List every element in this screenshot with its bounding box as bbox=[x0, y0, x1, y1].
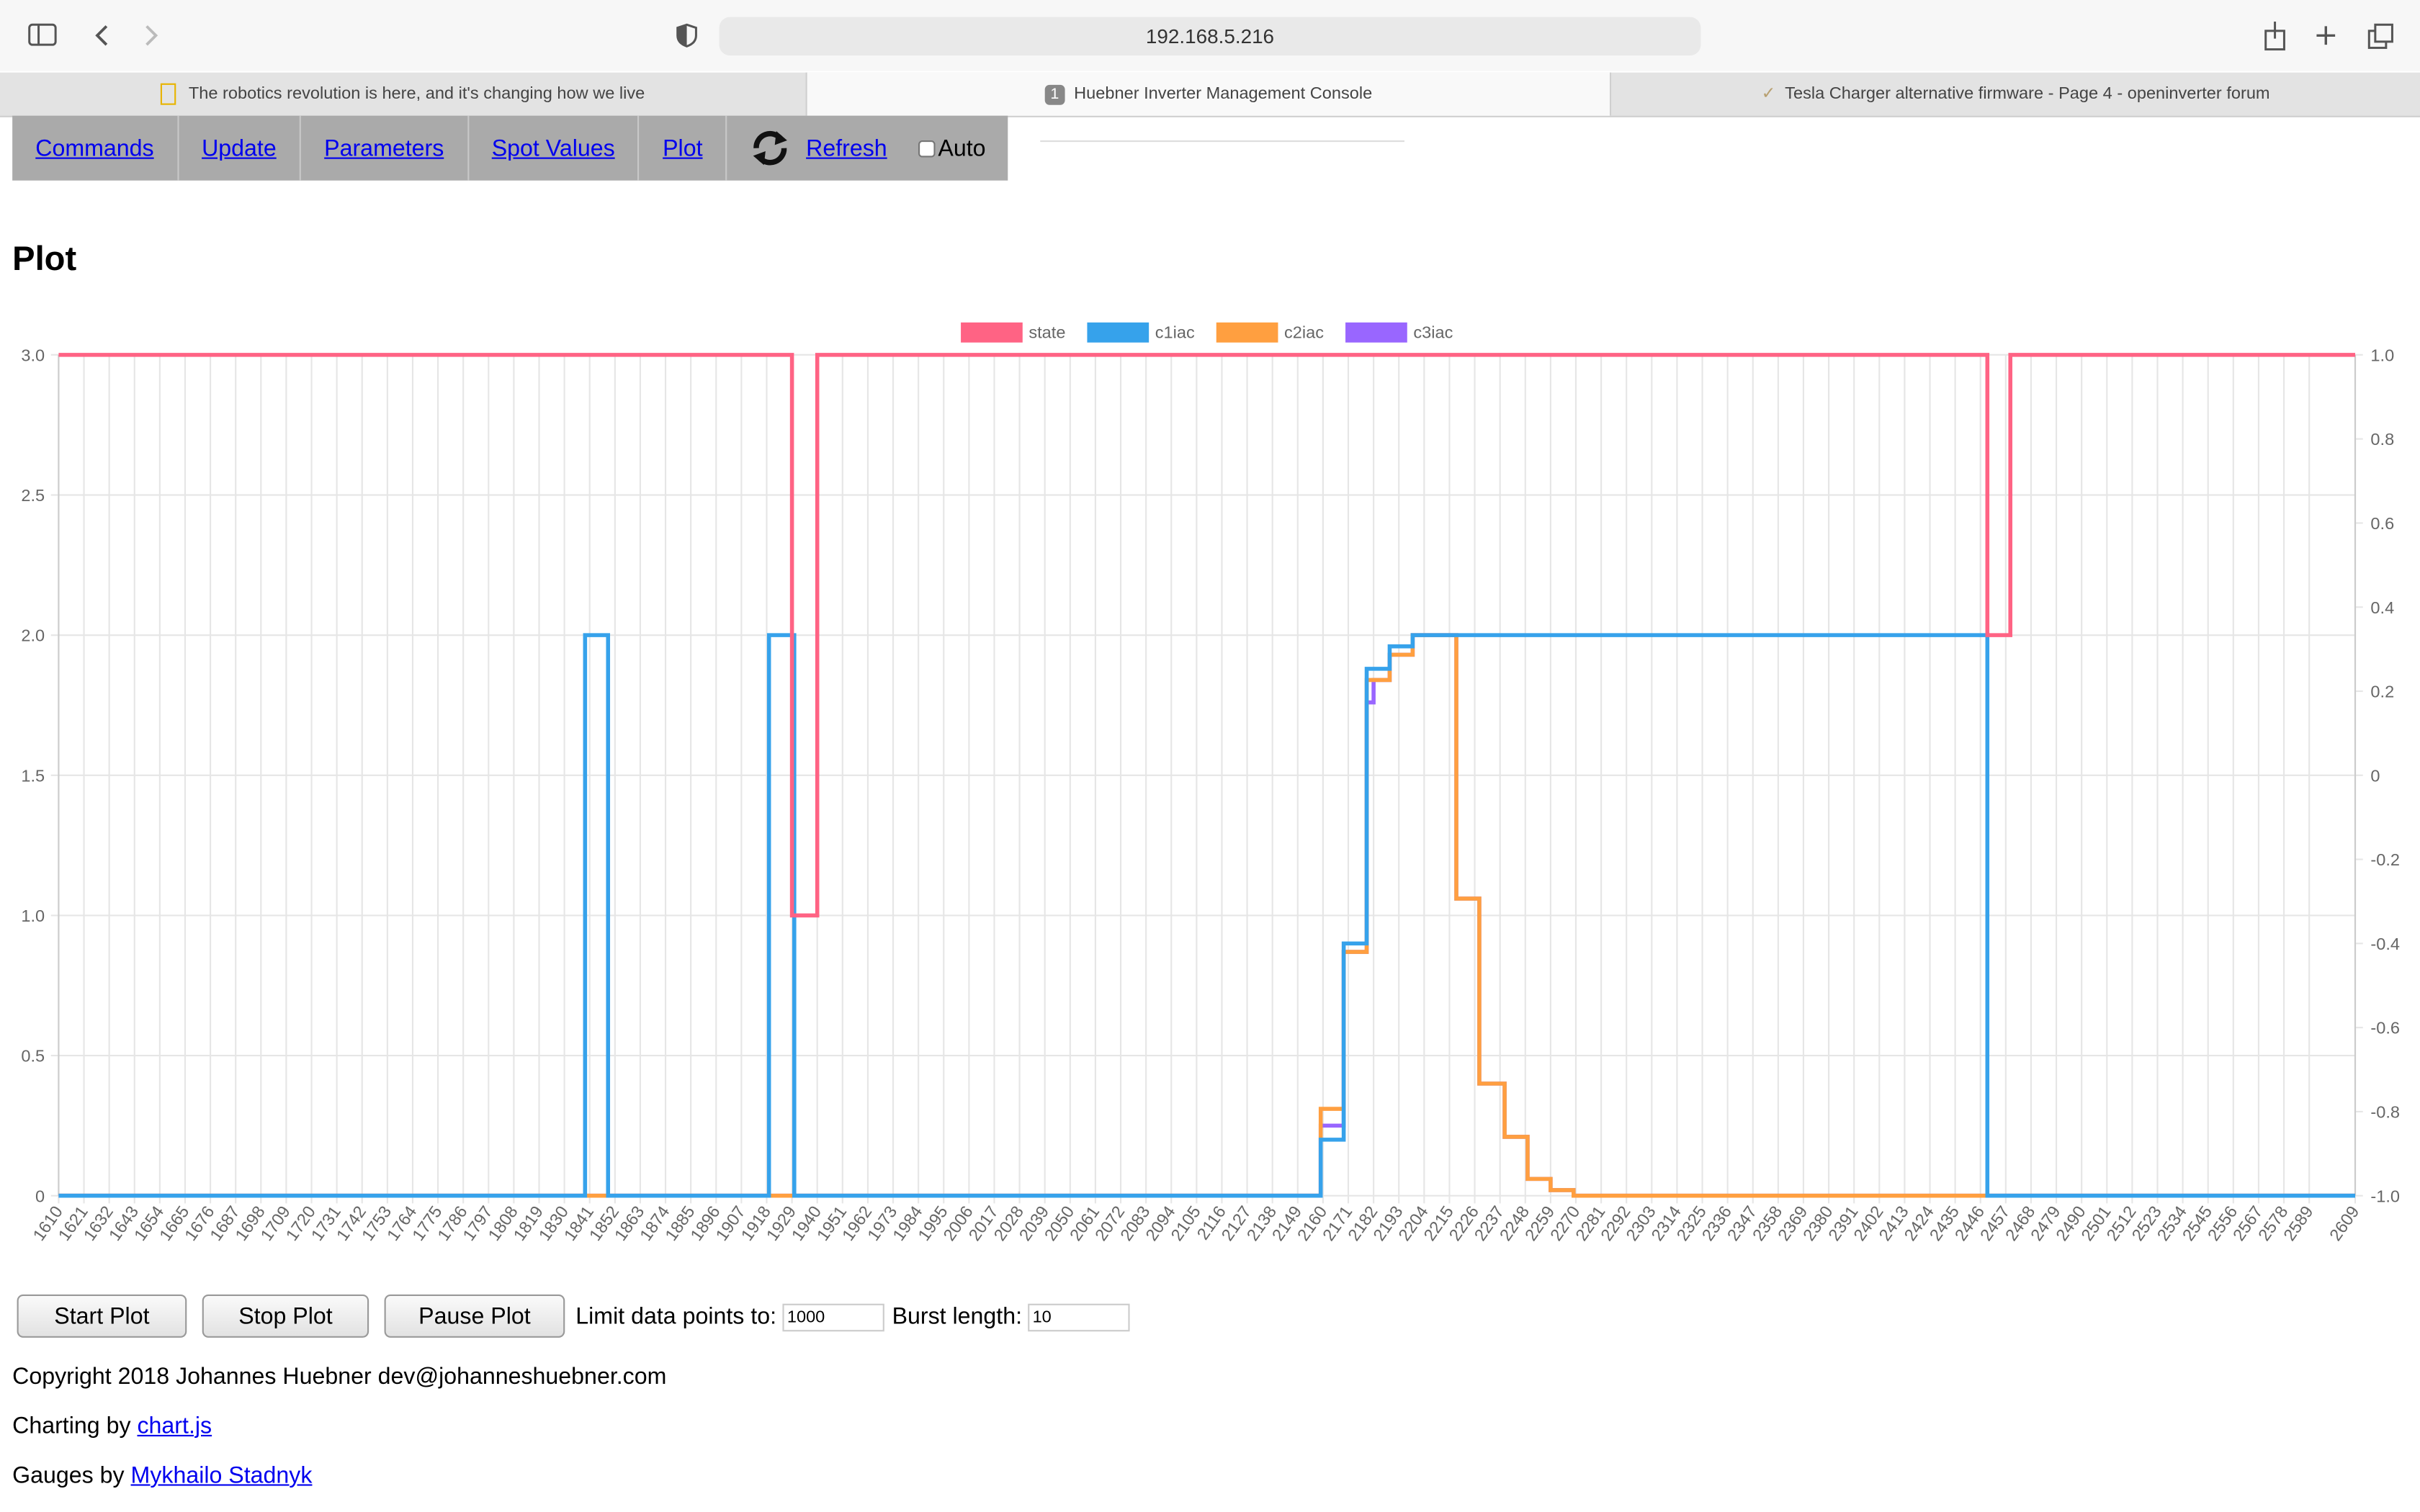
nav-link[interactable]: Refresh bbox=[806, 135, 887, 161]
x-tick-label: 2609 bbox=[2326, 1202, 2362, 1244]
y2-tick-label: -1.0 bbox=[2370, 1187, 2400, 1205]
y-tick-label: 3.0 bbox=[21, 346, 45, 364]
shield-icon bbox=[676, 23, 697, 48]
y2-tick-label: 0.8 bbox=[2370, 430, 2394, 449]
nav-cell: Refresh Auto bbox=[727, 116, 1008, 181]
y2-tick-label: 1.0 bbox=[2370, 346, 2394, 364]
y2-tick-label: -0.4 bbox=[2370, 935, 2400, 953]
y2-tick-label: -0.6 bbox=[2370, 1019, 2400, 1038]
credit-text: Gauges by bbox=[12, 1462, 125, 1489]
burst-label: Burst length: bbox=[892, 1303, 1023, 1331]
y-tick-label: 2.5 bbox=[21, 486, 45, 505]
nav-link[interactable]: Commands bbox=[35, 135, 154, 161]
address-bar[interactable]: 192.168.5.216 bbox=[719, 17, 1701, 56]
page-heading: Plot bbox=[12, 239, 77, 278]
nav-cell: Parameters bbox=[301, 115, 469, 181]
checkbox-label: Auto bbox=[938, 135, 986, 161]
legend-label: state bbox=[1028, 323, 1065, 341]
stop-button[interactable]: Stop Plot bbox=[202, 1294, 369, 1338]
nav-link[interactable]: Plot bbox=[663, 135, 703, 161]
legend-swatch bbox=[1216, 322, 1278, 343]
nav-link[interactable]: Update bbox=[202, 135, 277, 161]
tab-title: Tesla Charger alternative firmware - Pag… bbox=[1785, 84, 2270, 104]
pause-button[interactable]: Pause Plot bbox=[384, 1294, 565, 1338]
nav-cell: Spot Values bbox=[469, 115, 640, 181]
credit-link[interactable]: chart.js bbox=[137, 1413, 212, 1440]
tab[interactable]: ✓ Tesla Charger alternative firmware - Pa… bbox=[1761, 84, 2270, 104]
charting-credit: Charting by chart.js bbox=[12, 1413, 212, 1439]
nav-bar: Commands Update Parameters Spot Values P… bbox=[12, 115, 1008, 181]
y-tick-label: 2.0 bbox=[21, 626, 45, 645]
y2-tick-label: 0.6 bbox=[2370, 514, 2394, 533]
series-line bbox=[58, 633, 2355, 1198]
series-line bbox=[58, 353, 2355, 918]
y-tick-label: 1.0 bbox=[21, 906, 45, 925]
legend-swatch bbox=[1345, 322, 1407, 343]
limit-label: Limit data points to: bbox=[575, 1303, 777, 1331]
tab-title: Huebner Inverter Management Console bbox=[1074, 84, 1373, 104]
limit-input[interactable] bbox=[782, 1303, 884, 1332]
chart: 0 0.5 1.0 1.5 2.0 2.5 3.0 -1.0 -0.8 -0.6 -0.4 -0.2 0… bbox=[21, 322, 2400, 1244]
toolbar-icons bbox=[28, 23, 158, 46]
start-button[interactable]: Start Plot bbox=[17, 1294, 187, 1338]
tab-badge: 1 bbox=[1044, 84, 1065, 105]
legend-label: c3iac bbox=[1413, 323, 1453, 341]
tab[interactable]: The robotics revolution is here, and it'… bbox=[0, 72, 807, 116]
nav-cell: Update bbox=[179, 115, 302, 181]
nav-cell: Plot bbox=[640, 115, 727, 181]
auto-checkbox[interactable] bbox=[918, 139, 936, 157]
nav-link[interactable]: Parameters bbox=[324, 135, 444, 161]
credit-text: Charting by bbox=[12, 1413, 131, 1440]
legend-swatch bbox=[1087, 322, 1150, 343]
y-tick-label: 0 bbox=[35, 1187, 45, 1205]
nav-link[interactable]: Spot Values bbox=[491, 135, 615, 161]
refresh-icon bbox=[753, 130, 788, 166]
y2-tick-label: 0.4 bbox=[2370, 598, 2394, 617]
gauges-credit: Gauges by Mykhailo Stadnyk bbox=[12, 1462, 312, 1488]
y2-tick-label: 0.2 bbox=[2370, 683, 2394, 701]
nav-cell: Commands bbox=[12, 115, 179, 181]
burst-input[interactable] bbox=[1028, 1303, 1130, 1332]
y-tick-label: 1.5 bbox=[21, 766, 45, 785]
copyright: Copyright 2018 Johannes Huebner dev@joha… bbox=[12, 1364, 667, 1390]
browser-toolbar: 192.168.5.216 bbox=[0, 0, 2420, 71]
legend-label: c1iac bbox=[1155, 323, 1195, 341]
legend-label: c2iac bbox=[1284, 323, 1324, 341]
tab-title: The robotics revolution is here, and it'… bbox=[188, 84, 645, 104]
legend-swatch bbox=[961, 322, 1023, 343]
y2-tick-label: 0 bbox=[2370, 766, 2380, 785]
y2-tick-label: -0.8 bbox=[2370, 1103, 2400, 1122]
tab[interactable]: 1 Huebner Inverter Management Console bbox=[807, 72, 1612, 116]
divider bbox=[1040, 140, 1404, 143]
y-tick-label: 0.5 bbox=[21, 1047, 45, 1066]
toolbar-right-icons bbox=[2264, 21, 2393, 51]
tab-bar: The robotics revolution is here, and it'… bbox=[0, 72, 2420, 117]
legend: state c1iac c2iac c3iac bbox=[961, 322, 1453, 343]
credit-link[interactable]: Mykhailo Stadnyk bbox=[130, 1462, 313, 1489]
y2-tick-label: -0.2 bbox=[2370, 850, 2400, 869]
